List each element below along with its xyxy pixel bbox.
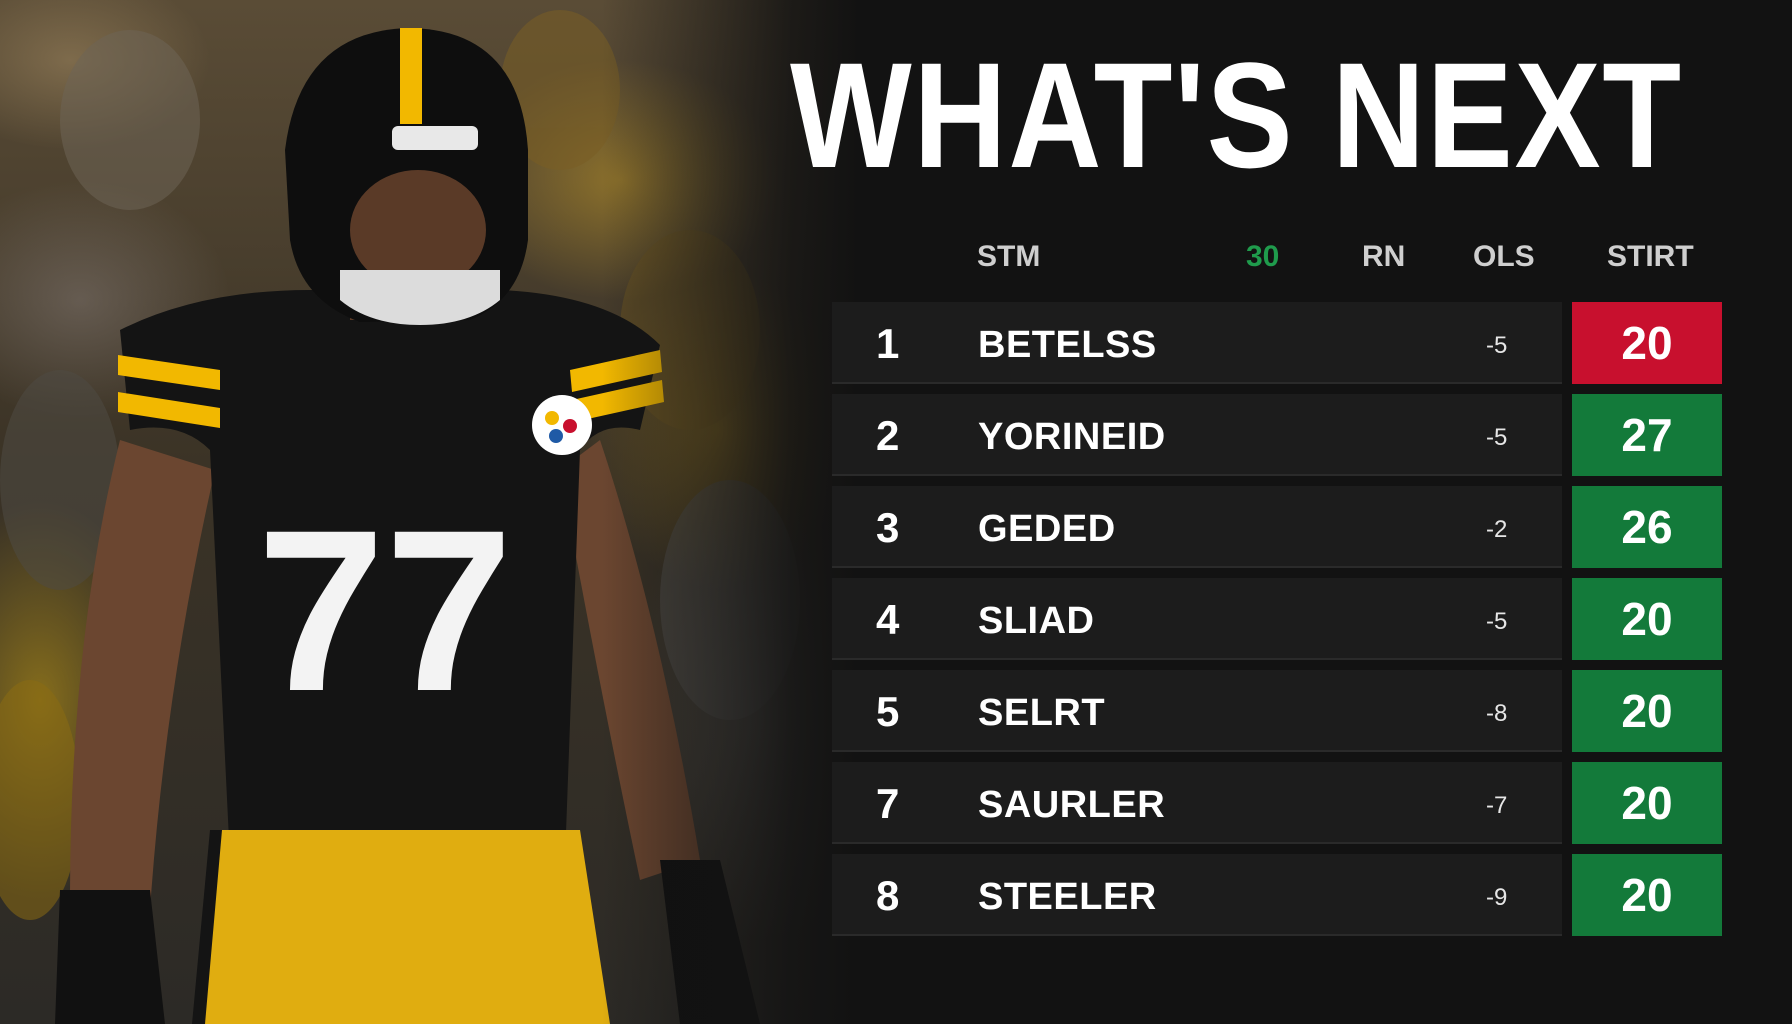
row-rank: 4 — [876, 596, 900, 643]
row-name: STEELER — [978, 876, 1157, 918]
row-rank: 5 — [876, 688, 900, 735]
row-score-badge: 20 — [1572, 670, 1722, 752]
row-name: GEDED — [978, 508, 1116, 550]
row-background — [832, 394, 1562, 476]
row-background — [832, 762, 1562, 844]
row-name: BETELSS — [978, 324, 1157, 366]
row-name: SAURLER — [978, 784, 1166, 826]
row-score-badge: 27 — [1572, 394, 1722, 476]
row-diff: -8 — [1486, 700, 1508, 727]
row-score-badge: 26 — [1572, 486, 1722, 568]
header-col4: OLS — [1473, 240, 1535, 273]
table-header: STM 30 RN OLS STIRT — [0, 240, 1792, 280]
jersey-number: 77 — [257, 482, 513, 739]
row-name: SLIAD — [978, 600, 1095, 642]
table-row: 7 SAURLER -7 20 — [832, 762, 1722, 844]
table-row: 8 STEELER -9 20 — [832, 854, 1722, 936]
header-col3: RN — [1362, 240, 1406, 273]
row-rank: 8 — [876, 872, 900, 919]
row-diff: -5 — [1486, 332, 1508, 359]
row-diff: -9 — [1486, 884, 1508, 911]
header-col2: 30 — [1246, 240, 1280, 273]
row-background — [832, 578, 1562, 660]
table-row: 3 GEDED -2 26 — [832, 486, 1722, 568]
row-score-badge: 20 — [1572, 578, 1722, 660]
row-name: SELRT — [978, 692, 1106, 734]
page-title: WHAT'S NEXT — [790, 31, 1683, 199]
table-row: 1 BETELSS -5 20 — [832, 302, 1722, 384]
row-name: YORINEID — [978, 416, 1166, 458]
row-background — [832, 854, 1562, 936]
row-diff: -2 — [1486, 516, 1508, 543]
header-start: STIRT — [1607, 240, 1694, 273]
table-row: 4 SLIAD -5 20 — [832, 578, 1722, 660]
row-rank: 3 — [876, 504, 900, 551]
row-rank: 2 — [876, 412, 900, 459]
row-diff: -7 — [1486, 792, 1508, 819]
row-rank: 1 — [876, 320, 900, 367]
row-background — [832, 486, 1562, 568]
header-team: STM — [977, 240, 1041, 273]
player-photo: 77 — [0, 0, 860, 1024]
row-score-badge: 20 — [1572, 302, 1722, 384]
table-row: 2 YORINEID -5 27 — [832, 394, 1722, 476]
row-background — [832, 302, 1562, 384]
row-rank: 7 — [876, 780, 900, 827]
row-background — [832, 670, 1562, 752]
row-score-badge: 20 — [1572, 854, 1722, 936]
player-illustration: 77 — [0, 10, 800, 1024]
table-row: 5 SELRT -8 20 — [832, 670, 1722, 752]
row-diff: -5 — [1486, 424, 1508, 451]
row-score-badge: 20 — [1572, 762, 1722, 844]
row-diff: -5 — [1486, 608, 1508, 635]
